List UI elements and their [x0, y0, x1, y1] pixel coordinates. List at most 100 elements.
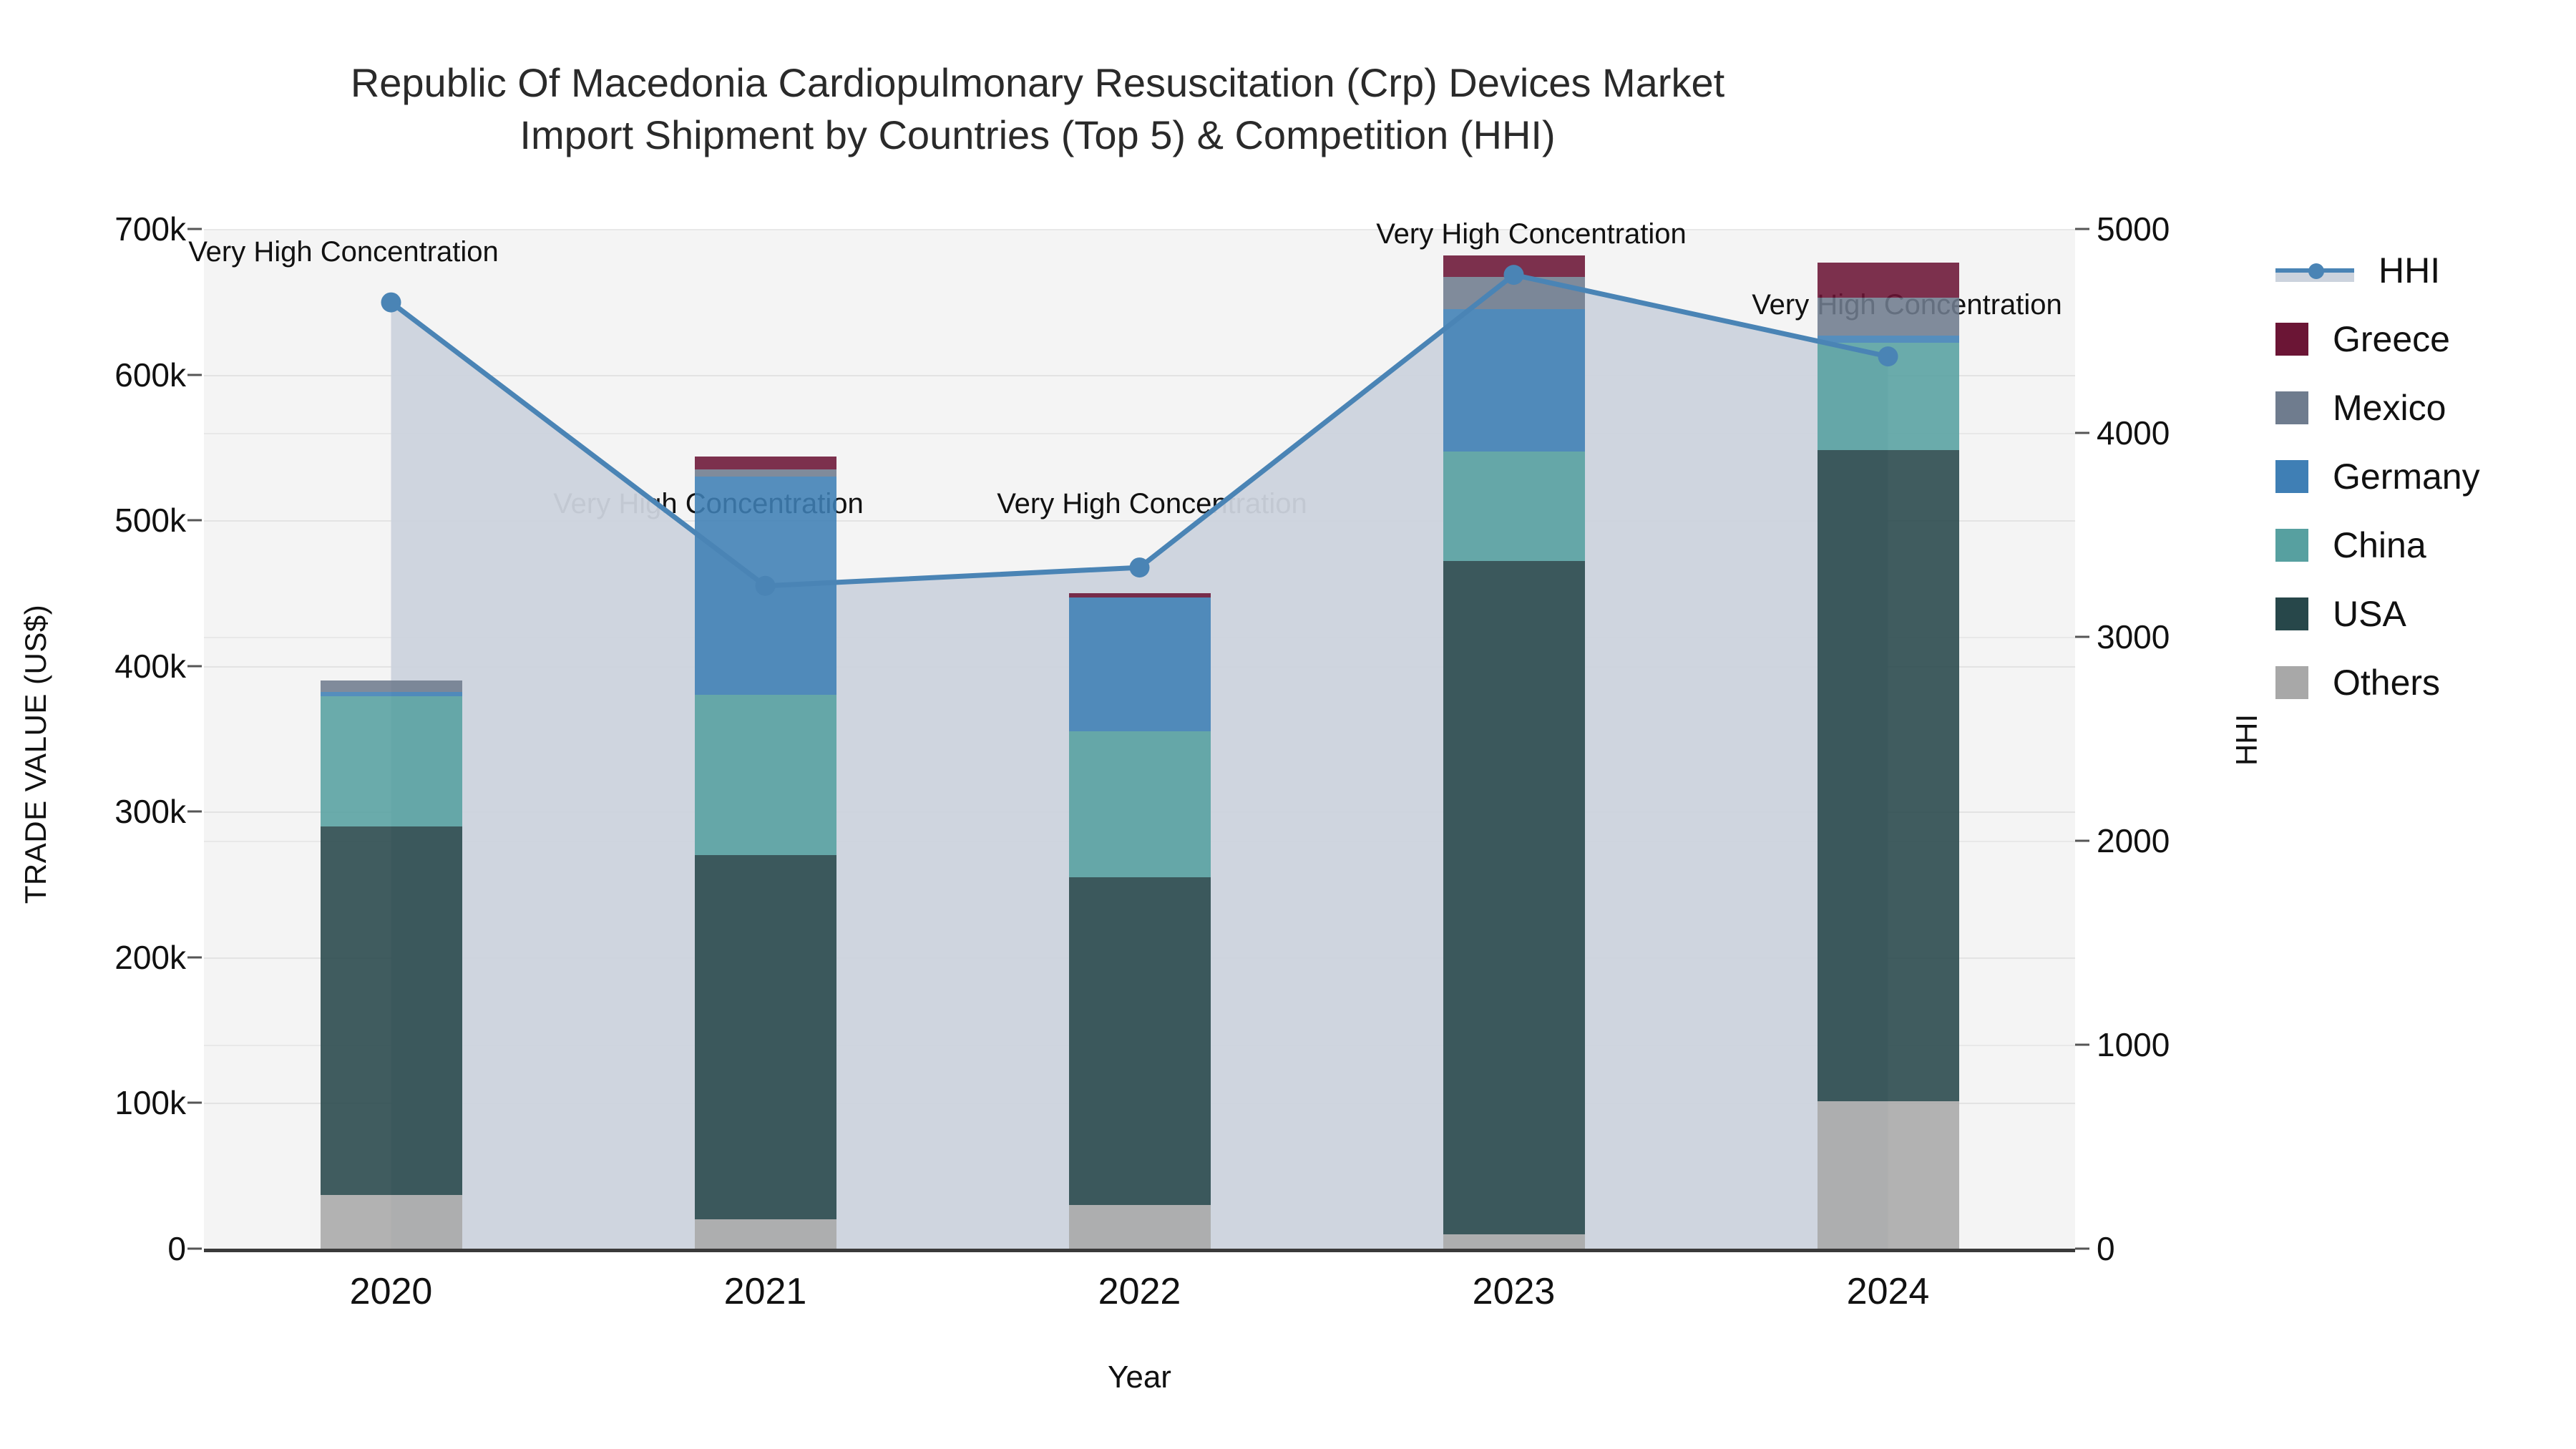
left-tick-label: 700k — [114, 210, 186, 248]
legend-swatch-icon — [2275, 529, 2308, 562]
bar-segment-germany[interactable] — [694, 477, 836, 696]
bar-2020[interactable] — [320, 229, 462, 1249]
legend-label: China — [2333, 525, 2426, 565]
bar-2024[interactable] — [1817, 229, 1959, 1249]
left-tick-mark — [187, 1101, 202, 1104]
bar-segment-usa[interactable] — [1068, 877, 1211, 1205]
bar-segment-usa[interactable] — [1443, 561, 1585, 1234]
chart-title-line1: Republic Of Macedonia Cardiopulmonary Re… — [350, 60, 1725, 105]
chart-title: Republic Of Macedonia Cardiopulmonary Re… — [0, 57, 2075, 162]
bar-segment-mexico[interactable] — [694, 469, 836, 477]
left-tick-label: 500k — [114, 502, 186, 540]
annotation-2023: Very High Concentration — [1376, 218, 1687, 250]
bar-segment-greece[interactable] — [1443, 255, 1585, 278]
bar-segment-china[interactable] — [1068, 731, 1211, 877]
legend-label: HHI — [2379, 250, 2441, 291]
bar-segment-greece[interactable] — [1068, 592, 1211, 598]
bar-segment-germany[interactable] — [320, 692, 462, 697]
bar-segment-china[interactable] — [694, 695, 836, 856]
left-tick-mark — [187, 228, 202, 230]
left-tick-label: 600k — [114, 356, 186, 394]
legend-item-hhi[interactable]: HHI — [2275, 236, 2576, 305]
bar-segment-germany[interactable] — [1443, 308, 1585, 452]
bar-segment-others[interactable] — [1817, 1101, 1959, 1249]
legend-item-germany[interactable]: Germany — [2275, 442, 2576, 511]
right-tick-mark — [2075, 839, 2089, 842]
legend-item-usa[interactable]: USA — [2275, 580, 2576, 648]
legend-label: Germany — [2333, 457, 2480, 497]
bar-segment-germany[interactable] — [1817, 335, 1959, 343]
left-tick-mark — [187, 665, 202, 668]
x-axis-line — [204, 1249, 2075, 1252]
bar-segment-china[interactable] — [1817, 342, 1959, 451]
chart-title-line2: Import Shipment by Countries (Top 5) & C… — [519, 112, 1556, 157]
left-tick-mark — [187, 810, 202, 813]
left-tick-label: 400k — [114, 647, 186, 685]
right-tick-mark — [2075, 431, 2089, 434]
legend-item-china[interactable]: China — [2275, 511, 2576, 580]
right-tick-label: 5000 — [2097, 210, 2170, 248]
x-tick-label-2021: 2021 — [723, 1271, 807, 1312]
legend-swatch-icon — [2275, 391, 2308, 424]
left-tick-label: 200k — [114, 938, 186, 976]
left-tick-mark — [187, 1247, 202, 1250]
x-axis-label: Year — [1108, 1360, 1171, 1395]
bar-segment-usa[interactable] — [320, 826, 462, 1195]
bar-segment-china[interactable] — [1443, 452, 1585, 562]
bar-segment-mexico[interactable] — [1443, 277, 1585, 309]
x-tick-label-2020: 2020 — [349, 1271, 433, 1312]
plot-area — [204, 229, 2075, 1250]
bar-segment-germany[interactable] — [1068, 597, 1211, 732]
right-tick-label: 3000 — [2097, 618, 2170, 655]
right-tick-label: 1000 — [2097, 1026, 2170, 1063]
legend-item-mexico[interactable]: Mexico — [2275, 374, 2576, 442]
left-tick-mark — [187, 956, 202, 959]
bar-segment-greece[interactable] — [694, 456, 836, 469]
annotation-2020: Very High Concentration — [188, 236, 499, 268]
legend-item-others[interactable]: Others — [2275, 648, 2576, 717]
right-tick-mark — [2075, 228, 2089, 230]
bar-segment-mexico[interactable] — [320, 680, 462, 693]
left-tick-mark — [187, 374, 202, 376]
bar-2021[interactable] — [694, 229, 836, 1249]
left-tick-label: 0 — [167, 1230, 186, 1267]
bar-segment-others[interactable] — [1068, 1204, 1211, 1249]
legend-swatch-icon — [2275, 323, 2308, 356]
bar-segment-mexico[interactable] — [1817, 297, 1959, 336]
legend-label: USA — [2333, 594, 2406, 634]
legend-swatch-icon — [2275, 666, 2308, 699]
bar-segment-usa[interactable] — [694, 855, 836, 1220]
bar-2023[interactable] — [1443, 229, 1585, 1249]
right-tick-label: 0 — [2097, 1230, 2115, 1267]
gridline-secondary — [204, 229, 2075, 230]
legend-swatch-icon — [2275, 597, 2308, 630]
bar-2022[interactable] — [1068, 229, 1211, 1249]
legend-swatch-icon — [2275, 460, 2308, 493]
x-tick-label-2023: 2023 — [1472, 1271, 1556, 1312]
left-tick-label: 300k — [114, 793, 186, 831]
legend-label: Mexico — [2333, 388, 2446, 428]
right-axis-label: HHI — [2230, 713, 2263, 766]
left-tick-label: 100k — [114, 1084, 186, 1122]
left-axis-label: TRADE VALUE (US$) — [19, 604, 52, 904]
right-tick-label: 2000 — [2097, 822, 2170, 859]
legend: HHI Greece Mexico Germany China USA Others — [2275, 236, 2576, 717]
legend-line-marker-icon — [2275, 254, 2354, 287]
right-tick-mark — [2075, 1247, 2089, 1250]
x-tick-label-2024: 2024 — [1846, 1271, 1930, 1312]
bar-segment-greece[interactable] — [1817, 262, 1959, 298]
bar-segment-others[interactable] — [694, 1219, 836, 1249]
bar-segment-china[interactable] — [320, 696, 462, 826]
bar-group — [204, 229, 2075, 1249]
right-tick-label: 4000 — [2097, 414, 2170, 452]
bar-segment-others[interactable] — [320, 1194, 462, 1249]
legend-label: Greece — [2333, 319, 2450, 359]
right-tick-mark — [2075, 635, 2089, 638]
legend-label: Others — [2333, 663, 2441, 703]
bar-segment-usa[interactable] — [1817, 450, 1959, 1102]
right-tick-mark — [2075, 1043, 2089, 1046]
x-tick-label-2022: 2022 — [1098, 1271, 1181, 1312]
legend-item-greece[interactable]: Greece — [2275, 305, 2576, 374]
bar-segment-others[interactable] — [1443, 1234, 1585, 1249]
